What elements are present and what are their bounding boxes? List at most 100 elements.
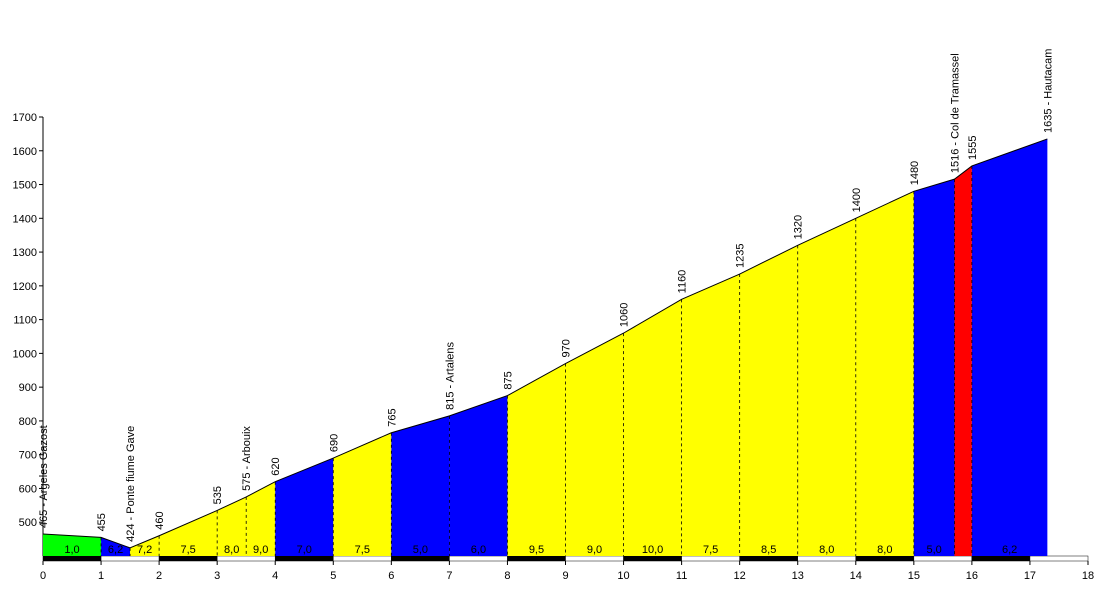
km-strip bbox=[42, 555, 102, 562]
point-label: 1060 bbox=[619, 303, 631, 327]
point-label: 1635 - Hautacam bbox=[1042, 49, 1054, 133]
km-strip bbox=[971, 555, 1031, 562]
km-strip bbox=[913, 555, 973, 562]
segment bbox=[217, 496, 247, 556]
x-tick-label: 8 bbox=[504, 570, 510, 582]
y-tick-label: 1600 bbox=[13, 146, 37, 158]
x-tick-label: 15 bbox=[908, 570, 920, 582]
segment bbox=[43, 534, 102, 556]
point-label: 1320 bbox=[793, 215, 805, 239]
segment bbox=[954, 165, 972, 556]
gradient-label: 9,0 bbox=[587, 544, 602, 556]
gradient-label: 7,5 bbox=[180, 544, 195, 556]
km-strip bbox=[333, 555, 392, 562]
segment bbox=[333, 432, 392, 556]
km-strip bbox=[158, 555, 218, 562]
km-strip bbox=[274, 555, 334, 562]
segment bbox=[565, 333, 624, 556]
gradient-label: 7,5 bbox=[355, 544, 370, 556]
point-label: 875 bbox=[502, 371, 514, 389]
point-label: 575 - Arbouix bbox=[241, 426, 253, 491]
y-tick-label: 1000 bbox=[13, 348, 37, 360]
profile-line bbox=[42, 138, 1048, 549]
km-strip bbox=[449, 555, 508, 562]
gradient-label: 10,0 bbox=[642, 544, 663, 556]
km-strip bbox=[681, 555, 740, 562]
point-label: 1235 bbox=[735, 244, 747, 268]
km-strip bbox=[739, 555, 798, 562]
segment bbox=[623, 299, 682, 556]
x-tick-label: 5 bbox=[330, 570, 336, 582]
x-tick-label: 17 bbox=[1024, 570, 1036, 582]
segment bbox=[449, 395, 508, 556]
y-tick-label: 1300 bbox=[13, 247, 37, 259]
segment bbox=[913, 179, 955, 557]
gradient-label: 7,0 bbox=[297, 544, 312, 556]
segment bbox=[159, 510, 218, 556]
gradient-label: 8,5 bbox=[761, 544, 776, 556]
km-strip bbox=[855, 555, 915, 562]
x-tick-label: 4 bbox=[272, 570, 278, 582]
km-strip bbox=[507, 555, 566, 562]
gradient-label: 5,0 bbox=[927, 544, 942, 556]
x-tick-label: 16 bbox=[966, 570, 978, 582]
x-tick-label: 18 bbox=[1082, 570, 1094, 582]
segment bbox=[275, 458, 334, 556]
point-label: 1400 bbox=[851, 188, 863, 212]
x-tick-label: 6 bbox=[388, 570, 394, 582]
x-tick-label: 1 bbox=[98, 570, 104, 582]
y-tick-label: 900 bbox=[19, 382, 37, 394]
km-strip bbox=[623, 555, 682, 562]
x-tick-label: 0 bbox=[40, 570, 46, 582]
segment bbox=[681, 274, 740, 556]
y-tick-label: 800 bbox=[19, 416, 37, 428]
gradient-label: 6,2 bbox=[1002, 544, 1017, 556]
segment bbox=[739, 245, 798, 557]
point-label: 690 bbox=[328, 434, 340, 452]
y-tick-label: 1100 bbox=[13, 315, 37, 327]
gradient-label: 7,5 bbox=[703, 544, 718, 556]
x-tick-label: 13 bbox=[792, 570, 804, 582]
km-strip bbox=[391, 555, 450, 562]
segment bbox=[246, 481, 276, 556]
x-tick-label: 3 bbox=[214, 570, 220, 582]
point-label: 455 bbox=[96, 513, 108, 531]
x-tick-label: 10 bbox=[617, 570, 629, 582]
gradient-label: 1,0 bbox=[64, 544, 79, 556]
km-strip bbox=[797, 555, 857, 562]
segment bbox=[797, 218, 856, 557]
segment bbox=[391, 415, 450, 556]
point-label: 815 - Artalens bbox=[444, 341, 456, 409]
segment bbox=[130, 535, 160, 556]
point-label: 620 bbox=[270, 457, 282, 475]
gradient-label: 8,0 bbox=[819, 544, 834, 556]
x-tick-label: 12 bbox=[734, 570, 746, 582]
point-label: 465 - Argeles Gazost bbox=[38, 425, 50, 528]
gradient-label: 6,0 bbox=[471, 544, 486, 556]
point-label: 460 bbox=[154, 511, 166, 529]
gradient-label: 5,0 bbox=[413, 544, 428, 556]
y-tick-label: 1200 bbox=[13, 281, 37, 293]
segment bbox=[507, 363, 566, 556]
x-tick-label: 14 bbox=[850, 570, 862, 582]
gradient-label: 8,0 bbox=[877, 544, 892, 556]
km-strip bbox=[216, 555, 276, 562]
y-tick-label: 500 bbox=[19, 517, 37, 529]
y-tick-label: 1500 bbox=[13, 180, 37, 192]
x-tick-label: 7 bbox=[446, 570, 452, 582]
gradient-label: 8,0 bbox=[224, 544, 239, 556]
point-label: 535 bbox=[212, 486, 224, 504]
km-strip bbox=[1029, 555, 1089, 562]
gradient-label: 9,0 bbox=[253, 544, 268, 556]
gradient-label: 9,5 bbox=[529, 544, 544, 556]
point-label: 1480 bbox=[909, 161, 921, 185]
km-strip bbox=[565, 555, 624, 562]
gradient-label: 7,2 bbox=[137, 544, 152, 556]
point-label: 424 - Ponte fiume Gave bbox=[125, 426, 137, 542]
x-tick-label: 9 bbox=[562, 570, 568, 582]
segment bbox=[855, 191, 914, 557]
x-tick-label: 2 bbox=[156, 570, 162, 582]
point-label: 765 bbox=[386, 408, 398, 426]
x-tick-label: 11 bbox=[676, 570, 687, 582]
point-label: 1160 bbox=[677, 270, 689, 294]
